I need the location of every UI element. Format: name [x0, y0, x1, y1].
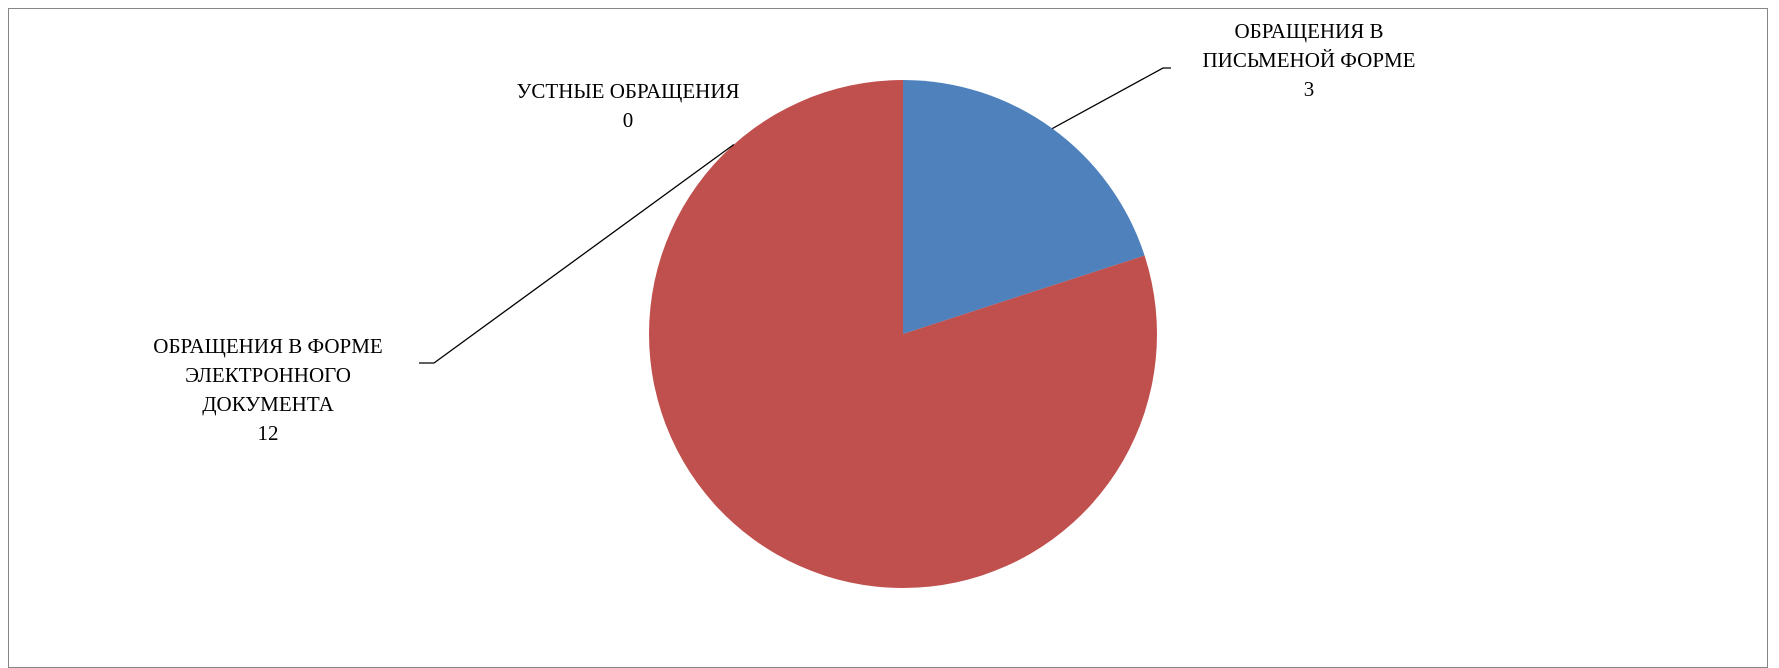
data-label-value: 0	[623, 108, 634, 132]
data-label-value: 12	[258, 421, 279, 445]
data-label-category: ЭЛЕКТРОННОГО	[185, 363, 351, 387]
data-label-category: ПИСЬМЕНОЙ ФОРМЕ	[1203, 48, 1416, 72]
data-label-category: УСТНЫЕ ОБРАЩЕНИЯ	[517, 79, 740, 103]
pie-slice	[903, 80, 1145, 334]
pie-slice	[648, 80, 1157, 588]
leader-line	[1051, 67, 1171, 130]
data-label: УСТНЫЕ ОБРАЩЕНИЯ 0	[517, 79, 740, 132]
data-label-category: ОБРАЩЕНИЯ В ФОРМЕ	[153, 334, 382, 358]
data-label: ОБРАЩЕНИЯ В ФОРМЕ ЭЛЕКТРОННОГО ДОКУМЕНТА 12	[153, 334, 382, 445]
pie-chart: ОБРАЩЕНИЯ В ПИСЬМЕНОЙ ФОРМЕ 3 ОБРАЩЕНИЯ В Ф…	[153, 19, 1416, 588]
leader-lines	[419, 67, 1171, 364]
leader-line	[419, 144, 735, 364]
data-label-value: 3	[1304, 77, 1315, 101]
pie-slices	[648, 80, 1157, 588]
data-label-category: ОБРАЩЕНИЯ В	[1235, 19, 1384, 43]
data-labels: ОБРАЩЕНИЯ В ПИСЬМЕНОЙ ФОРМЕ 3 ОБРАЩЕНИЯ В Ф…	[153, 19, 1415, 445]
data-label: ОБРАЩЕНИЯ В ПИСЬМЕНОЙ ФОРМЕ 3	[1203, 19, 1416, 101]
data-label-category: ДОКУМЕНТА	[202, 392, 334, 416]
